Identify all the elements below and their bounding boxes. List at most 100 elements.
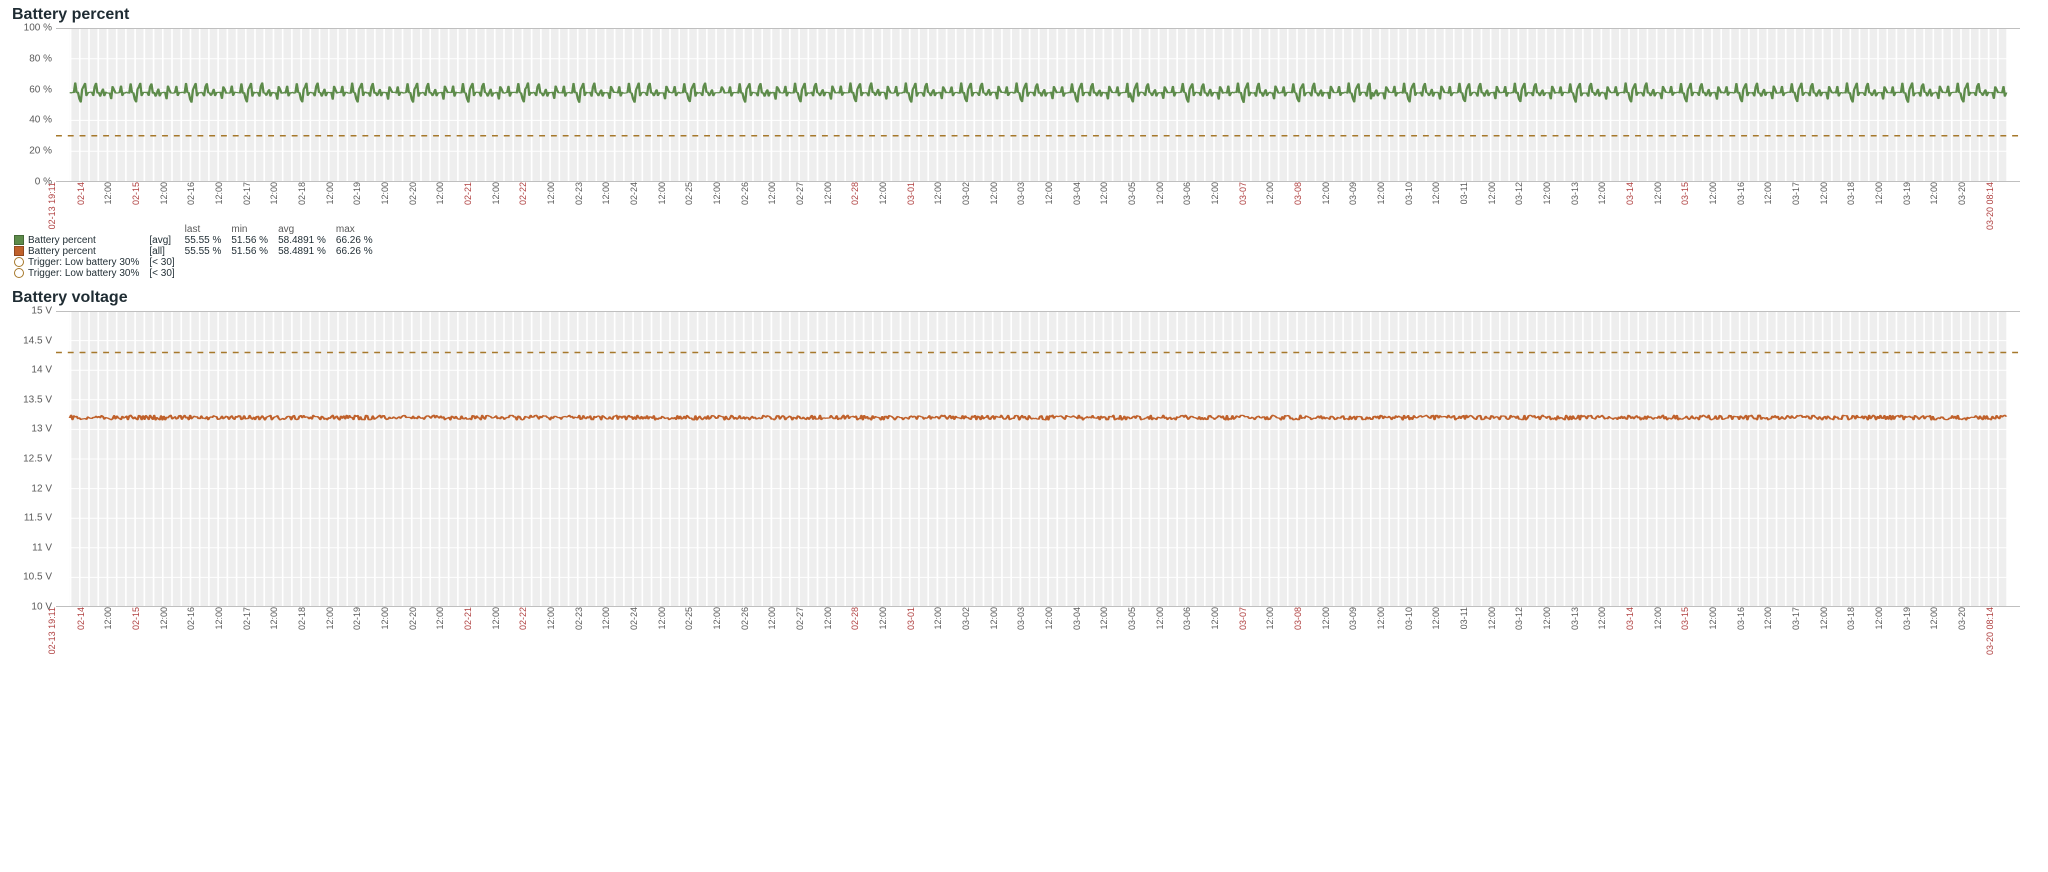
- x-tick-day: 03-07: [1238, 182, 1248, 205]
- y-tick: 14.5 V: [23, 335, 52, 346]
- legend-header: last min avg max: [14, 224, 383, 235]
- x-tick-day: 03-19: [1902, 607, 1912, 630]
- x-tick-minor: 12:00: [380, 607, 390, 630]
- x-tick-minor: 12:00: [1431, 607, 1441, 630]
- legend-val: 55.55 %: [185, 246, 232, 257]
- y-tick: 14 V: [31, 365, 52, 376]
- x-tick-minor: 12:00: [214, 607, 224, 630]
- x-tick-day: 03-01: [906, 607, 916, 630]
- legend-val: 66.26 %: [336, 246, 383, 257]
- x-tick-minor: 12:00: [1099, 182, 1109, 205]
- x-tick-minor: 12:00: [823, 607, 833, 630]
- x-tick-minor: 12:00: [1044, 607, 1054, 630]
- x-tick-day: 03-07: [1238, 607, 1248, 630]
- legend-label: Battery percent: [28, 246, 96, 257]
- x-tick-minor: 12:00: [1265, 607, 1275, 630]
- x-tick-day: 03-06: [1182, 182, 1192, 205]
- x-tick-minor: 12:00: [380, 182, 390, 205]
- x-tick-day: 03-12: [1514, 182, 1524, 205]
- x-tick-minor: 12:00: [657, 607, 667, 630]
- x-tick-minor: 12:00: [823, 182, 833, 205]
- plot-svg: [56, 311, 2020, 607]
- plot-area: [56, 28, 2020, 182]
- x-tick-day: 02-15: [131, 607, 141, 630]
- x-tick-day: 02-28: [850, 182, 860, 205]
- x-tick-minor: 12:00: [1542, 607, 1552, 630]
- x-tick-day: 02-19: [352, 182, 362, 205]
- x-tick-minor: 12:00: [1929, 607, 1939, 630]
- legend-cond: [< 30]: [149, 257, 184, 268]
- x-tick-day: 03-20: [1957, 182, 1967, 205]
- legend-swatch: [14, 246, 24, 256]
- x-tick-day: 02-20: [408, 182, 418, 205]
- x-tick-minor: 12:00: [435, 607, 445, 630]
- x-tick-minor: 12:00: [1155, 607, 1165, 630]
- x-tick-day: 02-27: [795, 182, 805, 205]
- y-tick: 20 %: [29, 146, 52, 157]
- legend-trigger-row: Trigger: Low battery 30% [< 30]: [14, 268, 383, 279]
- x-tick-day: 02-28: [850, 607, 860, 630]
- x-tick-minor: 12:00: [1542, 182, 1552, 205]
- x-tick-minor: 12:00: [767, 607, 777, 630]
- x-tick-minor: 12:00: [435, 182, 445, 205]
- x-tick-day: 02-25: [684, 607, 694, 630]
- x-tick-minor: 12:00: [1210, 182, 1220, 205]
- y-axis: 10 V10.5 V11 V11.5 V12 V12.5 V13 V13.5 V…: [6, 311, 56, 607]
- x-tick-minor: 12:00: [1653, 607, 1663, 630]
- legend-val: 55.55 %: [185, 235, 232, 246]
- x-tick-minor: 12:00: [1265, 182, 1275, 205]
- legend-label: Trigger: Low battery 30%: [28, 268, 139, 279]
- x-tick-minor: 12:00: [1487, 607, 1497, 630]
- x-tick-minor: 12:00: [989, 607, 999, 630]
- x-tick-day: 02-21: [463, 182, 473, 205]
- legend-val: 66.26 %: [336, 235, 383, 246]
- legend-tag: [avg]: [149, 235, 184, 246]
- y-tick: 80 %: [29, 53, 52, 64]
- x-tick-day: 03-11: [1459, 182, 1469, 204]
- x-tick-day: 02-21: [463, 607, 473, 630]
- x-tick-minor: 12:00: [1597, 607, 1607, 630]
- x-tick-minor: 12:00: [1874, 182, 1884, 205]
- x-tick-day: 02-24: [629, 607, 639, 630]
- x-tick-minor: 12:00: [712, 182, 722, 205]
- x-tick-day: 03-14: [1625, 182, 1635, 205]
- x-tick-minor: 12:00: [1597, 182, 1607, 205]
- x-tick-day: 03-19: [1902, 182, 1912, 205]
- x-tick-minor: 12:00: [1321, 182, 1331, 205]
- y-tick: 15 V: [31, 306, 52, 317]
- x-tick-day: 03-15: [1680, 607, 1690, 630]
- legend-label: Trigger: Low battery 30%: [28, 257, 139, 268]
- x-tick-day: 03-05: [1127, 607, 1137, 630]
- y-tick: 11.5 V: [24, 513, 52, 524]
- x-tick-day: 02-26: [740, 182, 750, 205]
- legend-tag: [all]: [149, 246, 184, 257]
- x-tick-minor: 12:00: [1653, 182, 1663, 205]
- x-tick-day: 03-05: [1127, 182, 1137, 205]
- legend-val: 51.56 %: [231, 246, 278, 257]
- legend-col-last: last: [185, 224, 232, 235]
- x-end-label: 03-20 08:14: [1985, 607, 1995, 655]
- x-tick-day: 02-14: [76, 182, 86, 205]
- legend-row: Battery percent [all] 55.55 % 51.56 % 58…: [14, 246, 383, 257]
- legend-table: last min avg max Battery percent [avg] 5…: [14, 224, 383, 279]
- x-tick-day: 02-27: [795, 607, 805, 630]
- x-tick-day: 03-13: [1570, 607, 1580, 630]
- y-tick: 60 %: [29, 84, 52, 95]
- x-tick-day: 03-10: [1404, 607, 1414, 630]
- x-tick-minor: 12:00: [1763, 607, 1773, 630]
- x-tick-minor: 12:00: [1874, 607, 1884, 630]
- legend: last min avg max Battery percent [avg] 5…: [14, 224, 2042, 279]
- x-tick-day: 03-08: [1293, 607, 1303, 630]
- x-tick-minor: 12:00: [1431, 182, 1441, 205]
- x-tick-minor: 12:00: [1155, 182, 1165, 205]
- x-tick-minor: 12:00: [601, 607, 611, 630]
- legend-val: 58.4891 %: [278, 235, 336, 246]
- x-tick-minor: 12:00: [491, 607, 501, 630]
- y-tick: 13.5 V: [23, 394, 52, 405]
- x-tick-day: 02-18: [297, 182, 307, 205]
- y-axis: 0 %20 %40 %60 %80 %100 %: [6, 28, 56, 182]
- x-tick-day: 02-20: [408, 607, 418, 630]
- legend-swatch: [14, 268, 24, 278]
- y-tick: 12.5 V: [23, 454, 52, 465]
- x-tick-minor: 12:00: [989, 182, 999, 205]
